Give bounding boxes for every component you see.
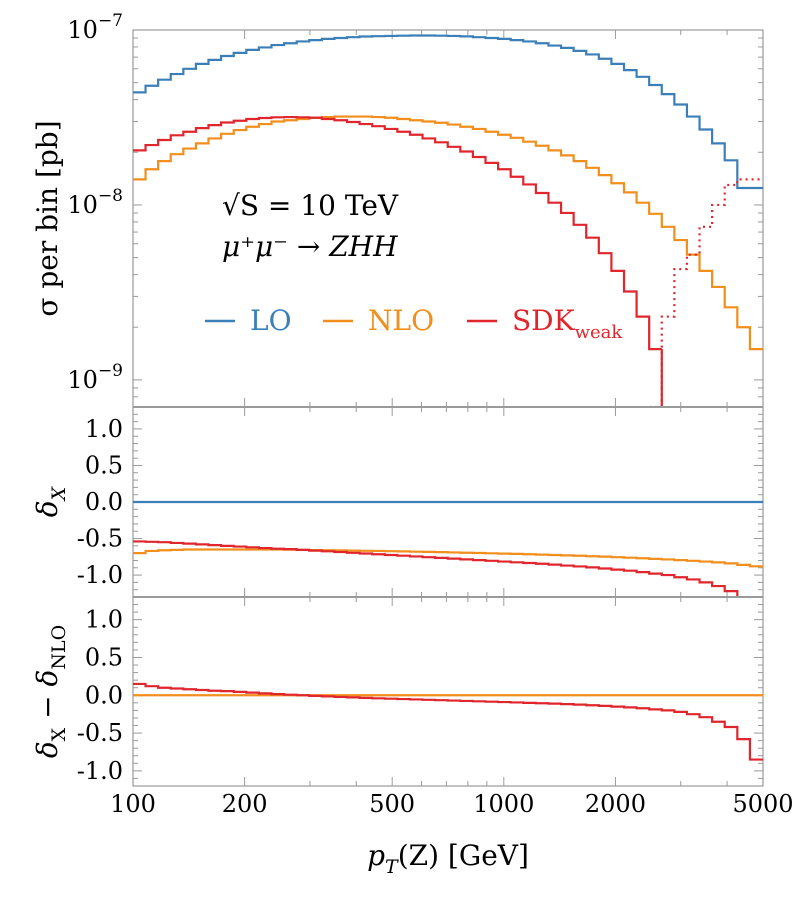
y-tick-label: 0.5 — [85, 451, 123, 479]
process-annotation: μ⁺μ⁻ → ZHH — [222, 230, 398, 263]
series-sdk-weak-negative-line — [649, 178, 763, 407]
x-tick-label: 200 — [222, 790, 268, 818]
y-axis-label: δX — [31, 485, 70, 517]
x-tick-label: 5000 — [732, 790, 793, 818]
x-axis: 100 200 500 1000 2000 5000 pT(Z) [GeV] — [110, 790, 793, 878]
legend: LO NLO SDKweak — [205, 304, 623, 343]
y-tick-label: 10−8 — [67, 186, 123, 219]
legend-label: NLO — [368, 304, 434, 337]
series-sdk-weak-line — [133, 540, 739, 597]
series-nlo-line — [133, 115, 763, 351]
y-tick-label: 0.0 — [85, 488, 123, 516]
series-sdk-weak-line — [133, 682, 763, 761]
legend-item-nlo: NLO — [323, 304, 434, 337]
series-group — [133, 682, 763, 761]
y-axis-label: δX − δNLO — [31, 625, 70, 758]
panel-1: 10−9 10−8 10−7 σ per bin [pb] — [31, 11, 764, 408]
legend-label: SDKweak — [512, 304, 623, 343]
panel-2: 1.0 0.5 0.0 -0.5 -1.0 δX — [31, 406, 764, 598]
y-tick-label: -0.5 — [77, 525, 123, 553]
y-tick-label: 10−7 — [67, 11, 123, 44]
y-tick-label: -1.0 — [77, 757, 123, 785]
y-tick-label: -1.0 — [77, 561, 123, 589]
legend-label: LO — [250, 304, 292, 337]
y-tick-label: 1.0 — [85, 415, 123, 443]
y-tick-label: 1.0 — [85, 606, 123, 634]
x-tick-label: 500 — [369, 790, 415, 818]
series-sdk-weak-line — [133, 115, 662, 351]
panel-3: 1.0 0.5 0.0 -0.5 -1.0δX − δNLO — [31, 596, 764, 787]
annotations-layer: √S = 10 TeV μ⁺μ⁻ → ZHH — [222, 189, 399, 263]
energy-annotation: √S = 10 TeV — [222, 189, 399, 222]
x-axis-label: pT(Z) [GeV] — [367, 839, 529, 878]
legend-item-sdk-weak: SDKweak — [467, 304, 623, 343]
x-tick-label: 1000 — [473, 790, 534, 818]
y-tick-label: -0.5 — [77, 719, 123, 747]
x-tick-label: 100 — [110, 790, 156, 818]
y-tick-label: 0.0 — [85, 681, 123, 709]
y-axis-label: σ per bin [pb] — [31, 120, 64, 316]
y-tick-label: 10−9 — [67, 361, 123, 394]
x-tick-label: 2000 — [585, 790, 646, 818]
series-group — [133, 500, 763, 597]
series-lo-line — [133, 34, 763, 190]
panels-layer: 10−9 10−8 10−7 σ per bin [pb] 1.0 0.5 0.0 -0.5 -… — [31, 11, 764, 787]
legend-item-lo: LO — [205, 304, 292, 337]
series-group — [133, 34, 763, 407]
y-tick-label: 0.5 — [85, 643, 123, 671]
